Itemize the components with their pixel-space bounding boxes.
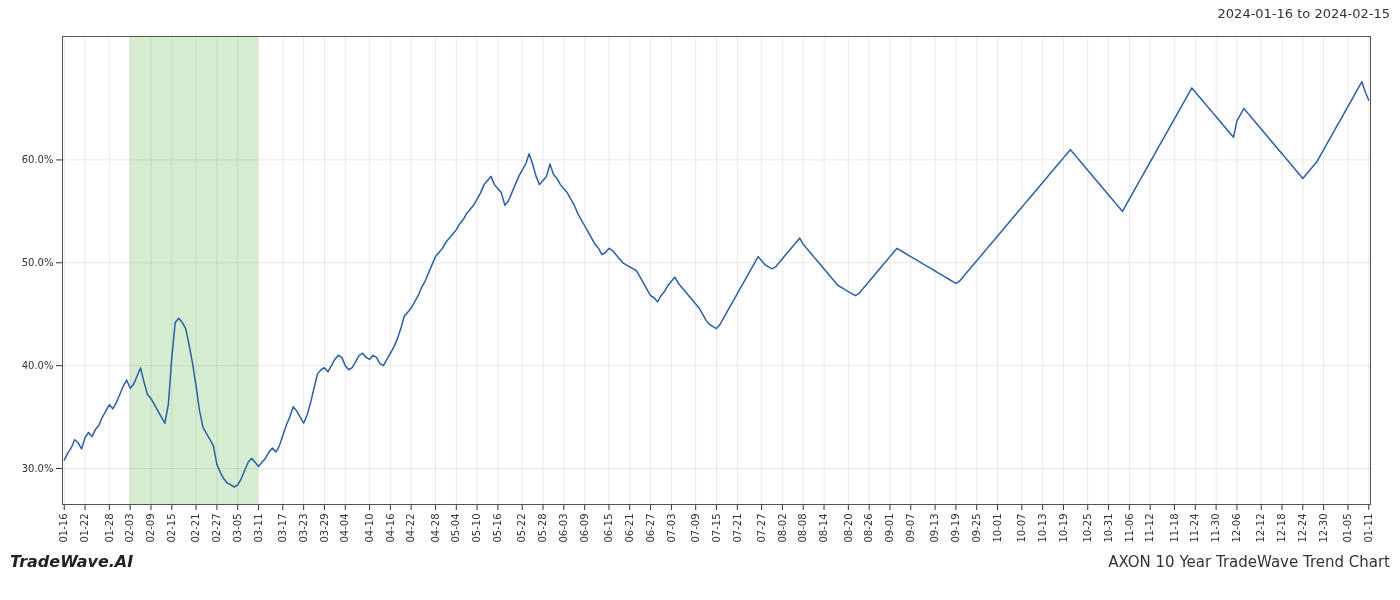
svg-text:09-01: 09-01: [884, 514, 895, 543]
svg-text:07-09: 07-09: [690, 514, 701, 543]
svg-text:08-26: 08-26: [863, 514, 874, 543]
svg-text:06-09: 06-09: [579, 514, 590, 543]
svg-text:11-12: 11-12: [1144, 514, 1155, 543]
svg-text:12-24: 12-24: [1297, 514, 1308, 543]
svg-text:05-10: 05-10: [471, 514, 482, 543]
svg-text:07-21: 07-21: [732, 514, 743, 543]
svg-text:02-27: 02-27: [211, 514, 222, 543]
svg-text:04-10: 04-10: [364, 514, 375, 543]
svg-text:10-07: 10-07: [1016, 514, 1027, 543]
svg-text:09-19: 09-19: [950, 514, 961, 543]
svg-text:11-06: 11-06: [1124, 514, 1135, 543]
svg-text:10-25: 10-25: [1082, 514, 1093, 543]
svg-text:12-30: 12-30: [1318, 514, 1329, 543]
svg-text:40.0%: 40.0%: [22, 360, 54, 371]
svg-text:04-04: 04-04: [339, 514, 350, 543]
svg-text:04-16: 04-16: [385, 514, 396, 543]
svg-text:12-06: 12-06: [1231, 514, 1242, 543]
svg-text:01-05: 01-05: [1342, 514, 1353, 543]
svg-text:07-15: 07-15: [711, 514, 722, 543]
svg-text:03-05: 03-05: [232, 514, 243, 543]
svg-text:60.0%: 60.0%: [22, 154, 54, 165]
svg-text:11-18: 11-18: [1169, 514, 1180, 543]
svg-text:08-02: 08-02: [777, 514, 788, 543]
svg-text:09-07: 09-07: [905, 514, 916, 543]
svg-text:03-29: 03-29: [319, 514, 330, 543]
html-text:2024-01-16 to 2024-02-15: 2024-01-16 to 2024-02-15: [1217, 6, 1390, 21]
svg-text:06-21: 06-21: [624, 514, 635, 543]
svg-text:05-16: 05-16: [492, 514, 503, 543]
svg-text:08-14: 08-14: [818, 514, 829, 543]
svg-text:10-13: 10-13: [1037, 514, 1048, 543]
svg-text:07-27: 07-27: [756, 514, 767, 543]
svg-text:07-03: 07-03: [666, 514, 677, 543]
svg-text:04-28: 04-28: [430, 514, 441, 543]
svg-text:09-25: 09-25: [971, 514, 982, 543]
svg-text:05-28: 05-28: [537, 514, 548, 543]
svg-text:10-01: 10-01: [992, 514, 1003, 543]
svg-text:03-11: 03-11: [253, 514, 264, 543]
svg-text:01-22: 01-22: [79, 514, 90, 543]
svg-text:06-03: 06-03: [558, 514, 569, 543]
svg-text:02-15: 02-15: [166, 514, 177, 543]
svg-text:08-08: 08-08: [797, 514, 808, 543]
svg-text:02-03: 02-03: [124, 514, 135, 543]
svg-text:02-09: 02-09: [145, 514, 156, 543]
svg-text:03-17: 03-17: [277, 514, 288, 543]
svg-text:05-22: 05-22: [516, 514, 527, 543]
html-text:TradeWave.AI: TradeWave.AI: [10, 552, 134, 571]
svg-text:03-23: 03-23: [298, 514, 309, 543]
svg-text:10-19: 10-19: [1058, 514, 1069, 543]
svg-text:01-11: 01-11: [1363, 514, 1374, 543]
svg-text:02-21: 02-21: [190, 514, 201, 543]
svg-text:30.0%: 30.0%: [22, 463, 54, 474]
svg-text:11-30: 11-30: [1210, 514, 1221, 543]
svg-text:12-12: 12-12: [1255, 514, 1266, 543]
svg-text:08-20: 08-20: [843, 514, 854, 543]
svg-text:06-27: 06-27: [645, 514, 656, 543]
html-text:AXON 10 Year TradeWave Trend C: AXON 10 Year TradeWave Trend Chart: [1108, 553, 1390, 571]
svg-text:10-31: 10-31: [1103, 514, 1114, 543]
svg-text:11-24: 11-24: [1189, 514, 1200, 543]
svg-text:01-16: 01-16: [58, 514, 69, 543]
svg-text:50.0%: 50.0%: [22, 257, 54, 268]
svg-text:12-18: 12-18: [1276, 514, 1287, 543]
svg-text:01-28: 01-28: [104, 514, 115, 543]
svg-text:05-04: 05-04: [450, 514, 461, 543]
svg-text:04-22: 04-22: [405, 514, 416, 543]
svg-text:09-13: 09-13: [929, 514, 940, 543]
svg-text:06-15: 06-15: [603, 514, 614, 543]
